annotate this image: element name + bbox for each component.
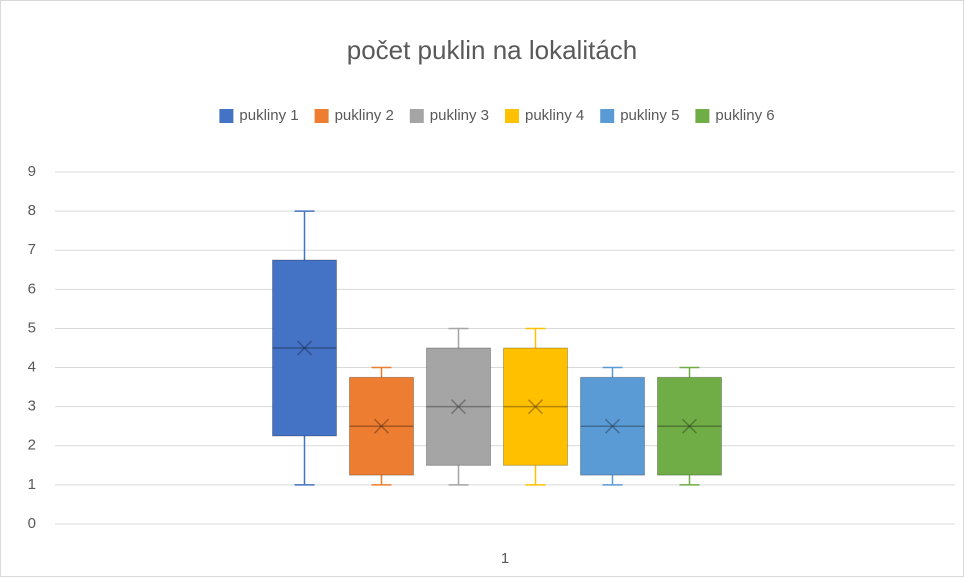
legend-swatch bbox=[409, 109, 424, 123]
legend-swatch bbox=[600, 109, 615, 123]
legend-swatch bbox=[314, 109, 329, 123]
box bbox=[657, 376, 722, 476]
legend-item: pukliny 6 bbox=[695, 107, 775, 124]
legend-label: pukliny 2 bbox=[335, 107, 394, 124]
y-tick-label: 5 bbox=[28, 319, 36, 336]
y-tick-label: 7 bbox=[28, 241, 36, 258]
legend-swatch bbox=[695, 109, 710, 123]
y-tick-label: 9 bbox=[28, 163, 36, 180]
mean-marker bbox=[681, 418, 698, 434]
mean-marker bbox=[296, 340, 313, 356]
chart-title: počet puklin na lokalitách bbox=[347, 35, 638, 65]
y-tick-label: 0 bbox=[28, 515, 36, 532]
mean-marker bbox=[373, 418, 390, 434]
legend-label: pukliny 1 bbox=[239, 107, 298, 124]
mean-marker bbox=[604, 418, 621, 434]
legend-label: pukliny 6 bbox=[715, 107, 774, 124]
box bbox=[426, 347, 491, 466]
legend-label: pukliny 3 bbox=[430, 107, 489, 124]
legend-item: pukliny 2 bbox=[314, 107, 394, 124]
legend-item: pukliny 5 bbox=[600, 107, 679, 124]
y-tick-label: 3 bbox=[28, 398, 36, 415]
box bbox=[349, 376, 414, 476]
mean-marker bbox=[527, 399, 544, 415]
y-tick-label: 4 bbox=[28, 359, 36, 376]
legend-item: pukliny 1 bbox=[219, 107, 299, 124]
legend-swatch bbox=[505, 109, 519, 123]
legend-label: pukliny 5 bbox=[620, 107, 679, 124]
legend-item: pukliny 3 bbox=[409, 107, 489, 124]
y-tick-label: 1 bbox=[28, 476, 36, 493]
legend-swatch bbox=[219, 109, 234, 123]
y-tick-label: 8 bbox=[28, 202, 36, 219]
legend-label: pukliny 4 bbox=[525, 107, 584, 124]
x-tick-label: 1 bbox=[501, 550, 509, 567]
box bbox=[503, 347, 568, 466]
y-tick-label: 6 bbox=[28, 280, 36, 297]
mean-marker bbox=[450, 399, 467, 415]
box bbox=[272, 259, 337, 437]
box bbox=[580, 376, 645, 476]
y-tick-label: 2 bbox=[28, 437, 36, 454]
legend-item: pukliny 4 bbox=[505, 107, 584, 124]
